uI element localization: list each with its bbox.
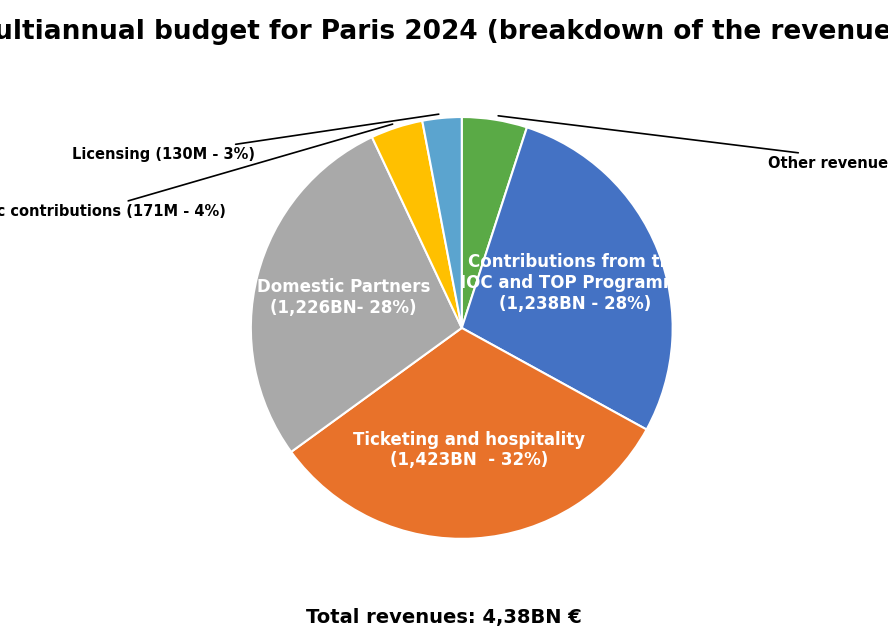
Text: Total revenues: 4,38BN €: Total revenues: 4,38BN € <box>306 608 582 627</box>
Wedge shape <box>372 121 462 328</box>
Wedge shape <box>462 117 527 328</box>
Wedge shape <box>422 117 462 328</box>
Text: Other revenues (193M - 5%): Other revenues (193M - 5%) <box>498 116 888 171</box>
Text: Ticketing and hospitality
(1,423BN  - 32%): Ticketing and hospitality (1,423BN - 32%… <box>353 431 585 469</box>
Text: Licensing (130M - 3%): Licensing (130M - 3%) <box>72 114 439 163</box>
Wedge shape <box>462 127 673 430</box>
Text: Multiannual budget for Paris 2024 (breakdown of the revenues): Multiannual budget for Paris 2024 (break… <box>0 19 888 45</box>
Text: Public contributions (171M - 4%): Public contributions (171M - 4%) <box>0 124 392 219</box>
Text: Domestic Partners
(1,226BN- 28%): Domestic Partners (1,226BN- 28%) <box>257 278 430 317</box>
Text: Contributions from the
IOC and TOP Programme
(1,238BN - 28%): Contributions from the IOC and TOP Progr… <box>460 253 691 312</box>
Wedge shape <box>291 328 646 539</box>
Wedge shape <box>250 137 462 452</box>
